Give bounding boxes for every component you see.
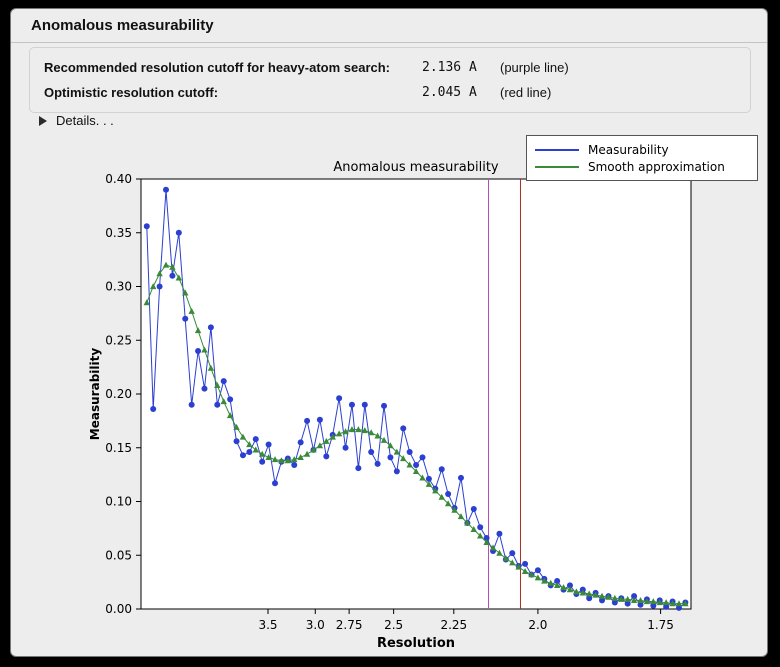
svg-text:3.0: 3.0 [306,618,325,632]
legend-item-smooth: Smooth approximation [535,158,749,175]
svg-text:0.35: 0.35 [105,226,132,240]
svg-text:0.25: 0.25 [105,333,132,347]
svg-text:0.20: 0.20 [105,387,132,401]
anomalous-measurability-panel: Anomalous measurability Recommended reso… [10,8,768,657]
svg-text:0.00: 0.00 [105,602,132,616]
legend-label-smooth: Smooth approximation [588,159,725,174]
svg-text:2.25: 2.25 [440,618,467,632]
recommended-cutoff-note: (purple line) [500,60,569,75]
page-title: Anomalous measurability [31,17,214,34]
svg-text:0.30: 0.30 [105,280,132,294]
optimistic-cutoff-note: (red line) [500,85,552,100]
cutoff-info-box: Recommended resolution cutoff for heavy-… [29,47,751,113]
svg-text:2.75: 2.75 [336,618,363,632]
svg-text:0.15: 0.15 [105,441,132,455]
legend-label-measurability: Measurability [588,142,669,157]
details-toggle[interactable]: Details. . . [39,113,114,128]
svg-text:Measurability: Measurability [88,348,102,441]
recommended-cutoff-row: Recommended resolution cutoff for heavy-… [44,55,750,80]
svg-text:2.5: 2.5 [384,618,403,632]
svg-text:Anomalous measurability: Anomalous measurability [333,160,499,175]
svg-text:3.5: 3.5 [258,618,277,632]
chart-legend: Measurability Smooth approximation [526,135,758,181]
svg-text:2.0: 2.0 [528,618,547,632]
svg-text:Resolution: Resolution [377,636,455,651]
recommended-cutoff-label: Recommended resolution cutoff for heavy-… [44,60,391,75]
legend-line-measurability [535,148,579,151]
optimistic-cutoff-value: 2.045 A [422,85,477,100]
svg-text:0.40: 0.40 [105,172,132,186]
legend-item-measurability: Measurability [535,141,749,158]
svg-text:0.05: 0.05 [105,548,132,562]
title-separator [11,42,767,43]
optimistic-cutoff-label: Optimistic resolution cutoff: [44,85,219,100]
disclosure-triangle-icon [39,115,47,126]
measurability-chart: 0.00 0.05 0.10 0.15 0.20 0.25 0.30 0.35 0.40 3.5 3… [88,160,692,651]
recommended-cutoff-value: 2.136 A [422,60,477,75]
optimistic-cutoff-row: Optimistic resolution cutoff: 2.045 A (r… [44,80,750,105]
svg-text:1.75: 1.75 [647,618,674,632]
details-label: Details. . . [56,113,114,128]
legend-line-smooth [535,165,579,168]
chart-area: 0.00 0.05 0.10 0.15 0.20 0.25 0.30 0.35 0.40 3.5 3… [11,121,769,655]
svg-text:0.10: 0.10 [105,495,132,509]
